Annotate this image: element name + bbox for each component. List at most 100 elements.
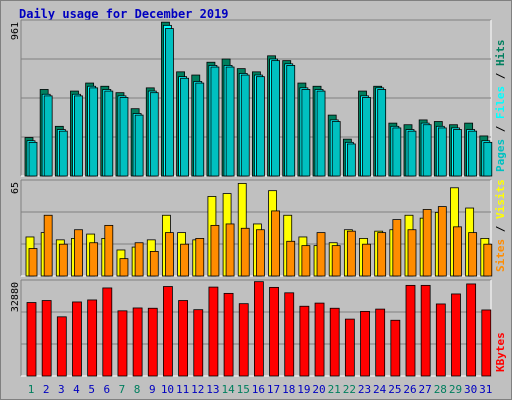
x-tick-label-day-1: 1	[28, 383, 35, 396]
x-tick-label-day-16: 16	[252, 383, 265, 396]
sites-bar-day-3	[58, 243, 68, 277]
sites-bar-day-8	[134, 242, 144, 277]
x-tick-label-day-15: 15	[237, 383, 250, 396]
pages-bar-day-26	[407, 130, 417, 177]
kbytes-bar-day-24	[375, 308, 386, 377]
kbytes-bar-day-18	[284, 292, 295, 377]
sites-bar-day-9	[149, 251, 159, 277]
sites-bar-day-7	[119, 258, 129, 277]
sites-bar-day-1	[28, 248, 38, 277]
pages-bar-day-13	[210, 66, 220, 177]
pages-bar-day-1	[28, 141, 38, 177]
sites-bar-day-25	[392, 219, 402, 277]
sites-bar-day-2	[43, 214, 53, 277]
sites-bar-day-24	[377, 232, 387, 277]
x-tick-label-day-25: 25	[388, 383, 401, 396]
kbytes-bar-day-7	[117, 310, 128, 377]
x-tick-label-day-24: 24	[373, 383, 387, 396]
kbytes-bar-day-26	[405, 284, 416, 377]
x-tick-label-day-13: 13	[206, 383, 219, 396]
sites-bar-day-26	[407, 229, 417, 277]
x-tick-label-day-7: 7	[119, 383, 126, 396]
pages-bar-day-17	[271, 60, 280, 177]
kbytes-bar-day-28	[435, 303, 446, 377]
pages-bar-day-8	[134, 114, 144, 177]
x-tick-label-day-8: 8	[134, 383, 141, 396]
x-tick-label-day-26: 26	[403, 383, 416, 396]
legend-pages: Pages	[494, 139, 507, 172]
sites-bar-day-22	[346, 230, 356, 277]
kbytes-bar-day-9	[147, 307, 158, 377]
x-tick-label-day-12: 12	[191, 383, 204, 396]
sites-bar-day-5	[89, 242, 99, 277]
pages-bar-day-4	[74, 95, 83, 177]
pages-bar-day-3	[58, 130, 68, 177]
sites-bar-day-20	[316, 232, 326, 277]
legend-separator: /	[494, 66, 507, 86]
sites-bar-day-16	[255, 229, 265, 277]
kbytes-bar-day-19	[299, 305, 310, 377]
kbytes-bar-day-21	[329, 307, 340, 377]
kbytes-bar-day-29	[451, 293, 461, 377]
kbytes-bar-day-23	[360, 310, 370, 377]
sites-bar-day-13	[210, 224, 220, 277]
kbytes-bar-day-10	[163, 286, 173, 377]
x-tick-label-day-11: 11	[176, 383, 189, 396]
kbytes-bar-day-12	[193, 309, 204, 377]
pages-bar-day-24	[377, 89, 387, 177]
x-tick-label-day-18: 18	[282, 383, 295, 396]
x-tick-label-day-2: 2	[43, 383, 50, 396]
panel-3-ymax-label: 32880	[10, 282, 21, 312]
sites-bar-day-17	[271, 210, 280, 277]
panel-1-legend: Pages / Files / Hits	[494, 40, 507, 173]
legend-separator: /	[494, 219, 507, 239]
legend-files: Files	[494, 86, 507, 119]
x-tick-label-day-19: 19	[297, 383, 310, 396]
pages-bar-day-12	[195, 82, 205, 177]
x-tick-label-day-9: 9	[149, 383, 156, 396]
legend-visits: Visits	[494, 179, 507, 219]
pages-bar-day-19	[301, 89, 311, 177]
pages-bar-day-14	[225, 66, 235, 177]
x-tick-label-day-10: 10	[161, 383, 174, 396]
legend-sites: Sites	[494, 239, 507, 272]
sites-bar-day-30	[468, 232, 478, 277]
pages-bar-day-28	[437, 127, 447, 177]
x-tick-label-day-3: 3	[58, 383, 65, 396]
sites-bar-day-6	[104, 224, 114, 277]
pages-bar-day-18	[286, 65, 296, 177]
x-tick-label-day-27: 27	[419, 383, 432, 396]
kbytes-bar-day-2	[41, 300, 52, 377]
panel-2-legend: Sites / Visits	[494, 179, 507, 272]
pages-bar-day-20	[316, 90, 326, 177]
legend-kbytes: KBytes	[494, 332, 507, 372]
kbytes-bar-day-5	[87, 299, 98, 377]
legend-hits: Hits	[494, 40, 507, 67]
pages-bar-day-7	[119, 97, 129, 177]
kbytes-bar-day-8	[132, 307, 143, 377]
chart-title: Daily usage for December 2019	[19, 7, 229, 21]
pages-bar-day-25	[392, 127, 402, 177]
x-tick-label-day-31: 31	[479, 383, 492, 396]
sites-bar-day-31	[483, 243, 493, 277]
pages-bar-day-30	[468, 130, 478, 177]
kbytes-bar-day-13	[208, 286, 219, 377]
pages-bar-day-22	[346, 143, 356, 177]
x-tick-label-day-23: 23	[358, 383, 371, 396]
x-tick-label-day-4: 4	[73, 383, 80, 396]
pages-bar-day-21	[331, 121, 341, 177]
sites-bar-day-29	[453, 226, 462, 277]
panel-1-ymax-label: 961	[10, 22, 21, 40]
sites-bar-day-27	[422, 209, 432, 277]
kbytes-bar-day-31	[481, 309, 492, 377]
kbytes-bar-day-15	[238, 303, 249, 377]
kbytes-bar-day-20	[314, 302, 325, 377]
pages-bar-day-31	[483, 141, 493, 177]
kbytes-bar-day-27	[420, 284, 431, 377]
kbytes-bar-day-11	[178, 300, 189, 377]
x-tick-label-day-21: 21	[328, 383, 341, 396]
kbytes-bar-day-17	[269, 286, 279, 377]
pages-bar-day-9	[149, 92, 159, 177]
kbytes-bar-day-22	[344, 318, 355, 377]
pages-bar-day-16	[255, 76, 265, 177]
